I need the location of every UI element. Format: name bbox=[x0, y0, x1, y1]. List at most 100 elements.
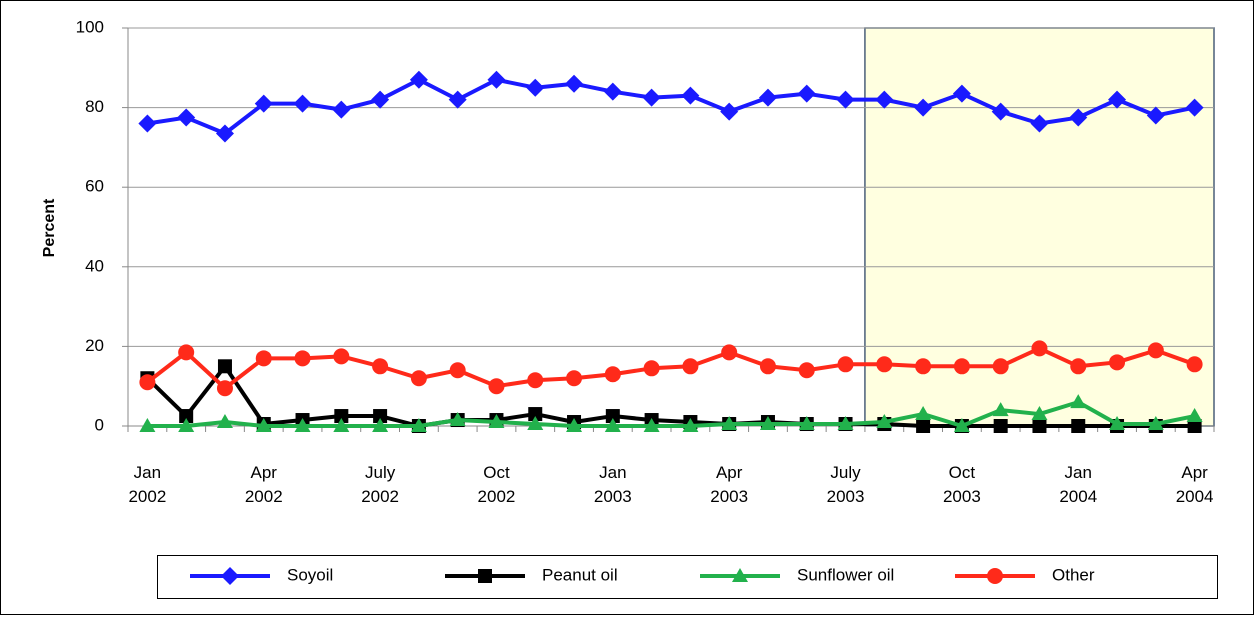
data-point bbox=[681, 86, 700, 105]
data-point bbox=[953, 358, 970, 375]
data-point bbox=[682, 418, 699, 432]
data-point bbox=[178, 344, 195, 361]
data-point bbox=[566, 370, 583, 387]
legend bbox=[157, 555, 1218, 599]
data-point bbox=[1069, 108, 1088, 127]
data-point bbox=[1070, 358, 1087, 375]
series-line bbox=[145, 364, 1195, 428]
data-point bbox=[178, 418, 195, 432]
data-point bbox=[1108, 90, 1127, 109]
data-point bbox=[488, 378, 505, 395]
data-point bbox=[720, 102, 739, 121]
data-point bbox=[333, 348, 350, 365]
data-point bbox=[409, 70, 428, 89]
y-axis-label: Percent bbox=[41, 198, 58, 257]
legend-label: Sunflower oil bbox=[797, 565, 894, 584]
data-point bbox=[293, 94, 312, 113]
data-point bbox=[836, 90, 855, 109]
data-point bbox=[372, 358, 389, 375]
data-point bbox=[488, 414, 505, 429]
data-point bbox=[1186, 356, 1203, 373]
data-point bbox=[953, 418, 970, 432]
data-point bbox=[294, 418, 311, 432]
data-point bbox=[487, 70, 506, 89]
data-point bbox=[914, 98, 933, 117]
data-point bbox=[798, 362, 815, 379]
data-point bbox=[837, 356, 854, 373]
data-point bbox=[875, 90, 894, 109]
data-point bbox=[642, 88, 661, 107]
data-point bbox=[1071, 419, 1086, 433]
data-point bbox=[993, 419, 1008, 433]
y-tick-label: 20 bbox=[85, 336, 104, 355]
y-tick-label: 60 bbox=[85, 177, 104, 196]
data-point bbox=[526, 78, 545, 97]
x-tick-label: Oct 2002 bbox=[478, 463, 516, 506]
data-point bbox=[876, 414, 893, 429]
data-point bbox=[449, 412, 466, 427]
data-point bbox=[372, 418, 389, 432]
data-point bbox=[294, 350, 311, 367]
data-point bbox=[448, 90, 467, 109]
data-point bbox=[215, 124, 234, 143]
data-point bbox=[605, 409, 620, 424]
data-point bbox=[759, 358, 776, 375]
data-point bbox=[991, 102, 1010, 121]
data-point bbox=[528, 407, 543, 422]
data-point bbox=[797, 84, 816, 103]
data-point bbox=[371, 90, 390, 109]
legend-marker bbox=[987, 568, 1003, 584]
data-point bbox=[216, 414, 233, 429]
data-point bbox=[837, 416, 854, 431]
data-point bbox=[1031, 406, 1048, 421]
data-point bbox=[643, 360, 660, 377]
data-point bbox=[179, 409, 194, 424]
legend-label: Soyoil bbox=[287, 565, 333, 584]
data-point bbox=[138, 114, 157, 133]
data-point bbox=[410, 418, 427, 432]
legend-label: Peanut oil bbox=[542, 565, 618, 584]
data-point bbox=[527, 416, 544, 431]
data-point bbox=[255, 350, 272, 367]
data-point bbox=[992, 358, 1009, 375]
data-point bbox=[604, 418, 621, 432]
data-point bbox=[139, 418, 156, 432]
data-point bbox=[527, 372, 544, 389]
data-point bbox=[798, 416, 815, 431]
data-point bbox=[1031, 340, 1048, 357]
data-point bbox=[721, 416, 738, 431]
data-point bbox=[565, 74, 584, 93]
data-point bbox=[333, 418, 350, 432]
data-point bbox=[255, 418, 272, 432]
series-line bbox=[146, 346, 1196, 391]
data-point bbox=[1147, 342, 1164, 359]
data-point bbox=[758, 88, 777, 107]
data-point bbox=[915, 406, 932, 421]
data-point bbox=[876, 356, 893, 373]
data-point bbox=[217, 359, 232, 374]
data-point bbox=[1147, 416, 1164, 431]
x-tick-label: Jan 2003 bbox=[594, 463, 632, 506]
data-point bbox=[216, 380, 233, 397]
data-point bbox=[1187, 419, 1202, 433]
data-point bbox=[992, 402, 1009, 417]
data-point bbox=[1032, 419, 1047, 433]
data-point bbox=[915, 358, 932, 375]
x-tick-label: Apr 2004 bbox=[1176, 463, 1214, 506]
data-point bbox=[1109, 354, 1126, 371]
data-point bbox=[1185, 98, 1204, 117]
data-point bbox=[332, 100, 351, 119]
y-tick-label: 80 bbox=[85, 97, 104, 116]
y-tick-label: 0 bbox=[95, 415, 104, 434]
data-point bbox=[566, 418, 583, 432]
data-point bbox=[373, 409, 388, 424]
data-point bbox=[759, 416, 776, 431]
x-tick-label: Oct 2003 bbox=[943, 463, 981, 506]
legend-marker bbox=[221, 567, 239, 585]
x-tick-label: July 2003 bbox=[827, 463, 865, 506]
x-tick-label: Apr 2002 bbox=[245, 463, 283, 506]
x-tick-label: Jan 2002 bbox=[128, 463, 166, 506]
data-point bbox=[1109, 416, 1126, 431]
data-point bbox=[1186, 408, 1203, 423]
